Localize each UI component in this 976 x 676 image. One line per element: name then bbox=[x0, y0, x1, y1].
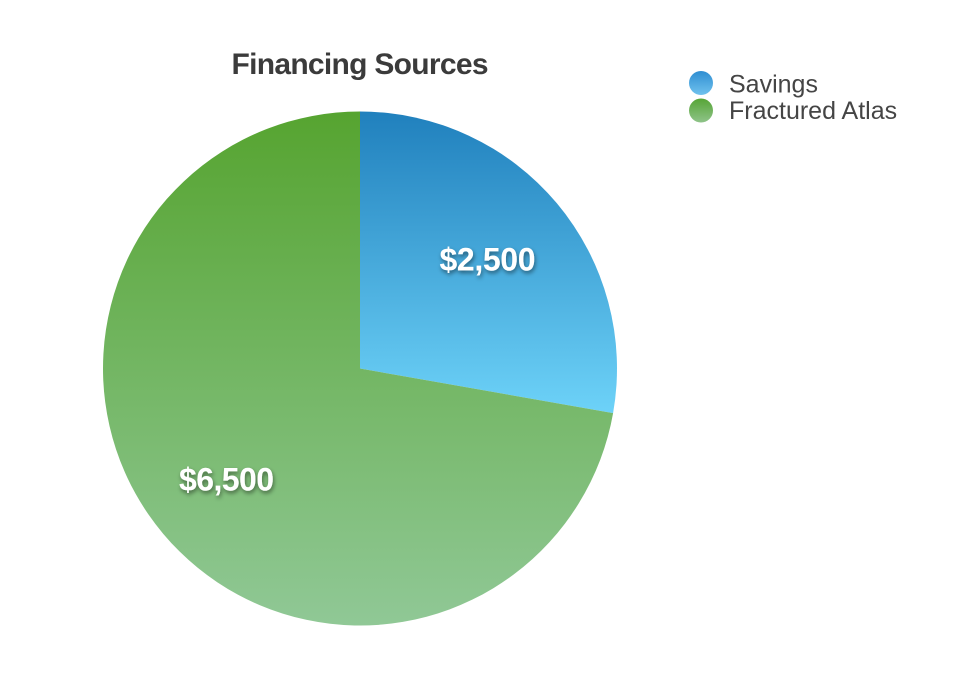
svg-text:$2,500: $2,500 bbox=[440, 242, 536, 278]
svg-text:$6,500: $6,500 bbox=[179, 462, 274, 498]
svg-text:Savings: Savings bbox=[729, 71, 818, 99]
svg-text:Fractured Atlas: Fractured Atlas bbox=[729, 97, 897, 125]
svg-text:Financing Sources: Financing Sources bbox=[232, 48, 489, 81]
